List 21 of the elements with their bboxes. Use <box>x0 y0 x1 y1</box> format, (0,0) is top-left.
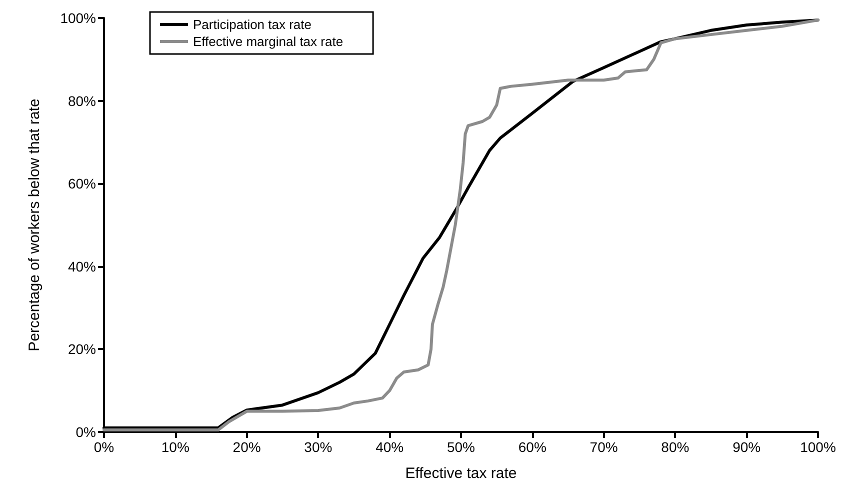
x-tick-label: 0% <box>94 439 114 455</box>
y-tick-label: 0% <box>76 424 96 440</box>
legend-label: Participation tax rate <box>193 17 312 32</box>
x-tick-label: 80% <box>661 439 690 455</box>
x-tick-label: 90% <box>732 439 761 455</box>
x-tick-label: 70% <box>590 439 618 455</box>
x-tick-label: 40% <box>376 439 404 455</box>
legend-label: Effective marginal tax rate <box>193 34 344 49</box>
y-tick-label: 100% <box>60 10 96 26</box>
x-tick-label: 10% <box>161 439 190 455</box>
x-tick-label: 50% <box>446 439 476 455</box>
x-tick-label: 20% <box>232 439 261 455</box>
x-tick-label: 60% <box>518 439 546 455</box>
x-tick-label: 100% <box>800 439 836 455</box>
y-axis-title: Percentage of workers below that rate <box>26 98 43 352</box>
y-tick-label: 60% <box>68 176 96 192</box>
y-tick-label: 40% <box>68 258 96 274</box>
y-tick-label: 80% <box>68 92 96 109</box>
y-tick-label: 20% <box>68 341 96 358</box>
x-tick-label: 30% <box>304 439 332 455</box>
x-axis-title: Effective tax rate <box>405 465 517 482</box>
